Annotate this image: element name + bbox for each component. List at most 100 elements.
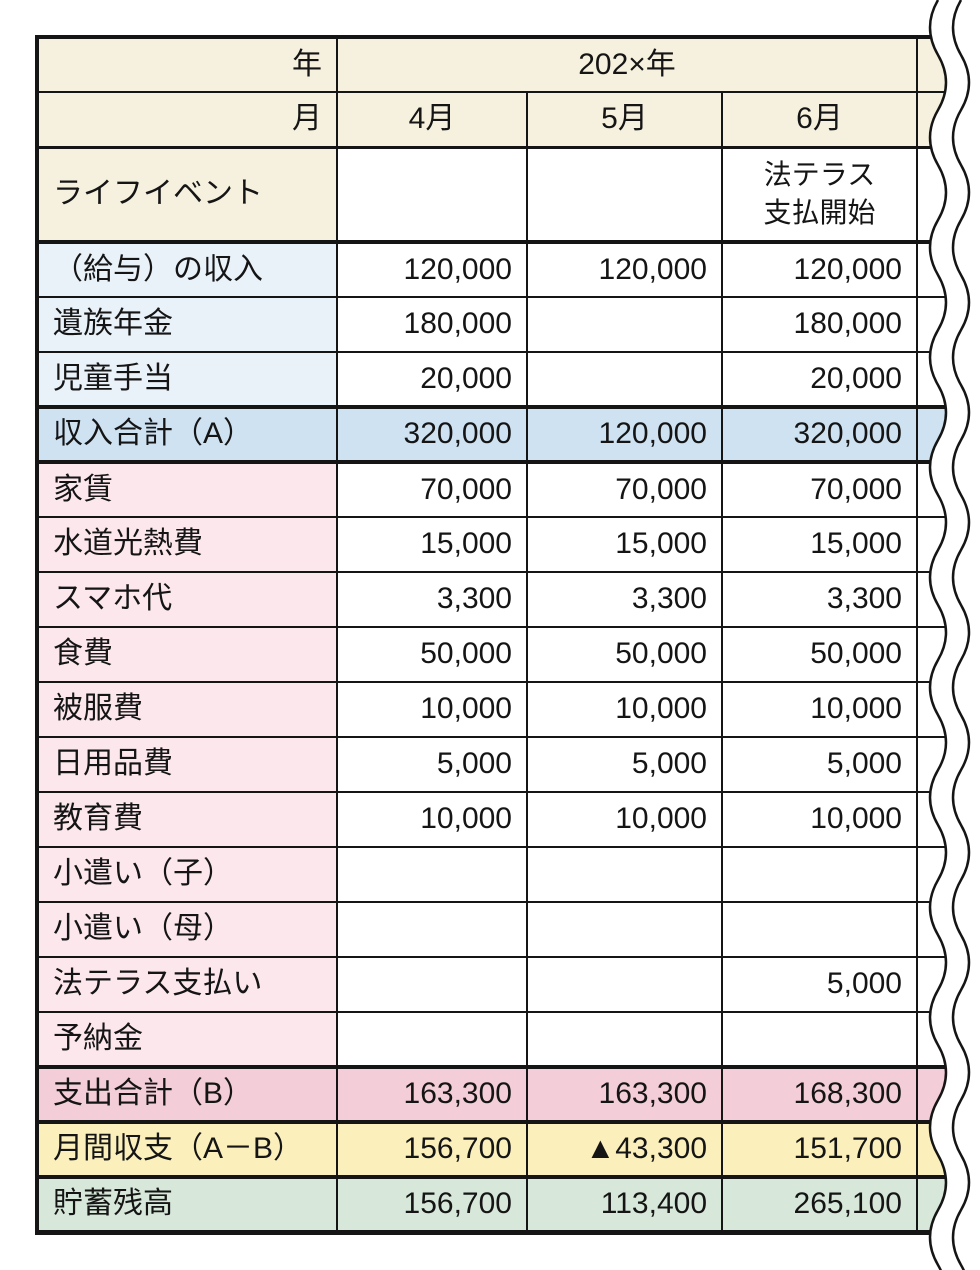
row-monthly-balance: 月間収支（A－B） 156,700 ▲43,300 151,700 [35, 1121, 947, 1179]
row-label: 小遣い（子） [35, 846, 338, 903]
row-allowance-mother: 小遣い（母） [35, 901, 947, 958]
row-houterasu-payment: 法テラス支払い 5,000 [35, 956, 947, 1013]
value-cell: 156,700 [336, 1176, 528, 1235]
life-event-label: ライフイベント [35, 146, 338, 243]
value-cell: 151,700 [721, 1121, 918, 1179]
value-cell: 156,700 [336, 1121, 528, 1179]
value-cell: 10,000 [526, 681, 723, 738]
value-cell: 50,000 [336, 626, 528, 683]
value-cell: 5,000 [721, 736, 918, 793]
value-cell: 10,000 [721, 681, 918, 738]
row-label: 法テラス支払い [35, 956, 338, 1013]
value-cell: 50,000 [721, 626, 918, 683]
value-cell: 120,000 [526, 405, 723, 464]
value-cell: 50,000 [526, 626, 723, 683]
row-smartphone: スマホ代 3,300 3,300 3,300 [35, 571, 947, 628]
row-life-event: ライフイベント 法テラス 支払開始 [35, 146, 947, 243]
month-header-label: 月 [35, 91, 338, 149]
value-cell: 3,300 [526, 571, 723, 628]
row-clothing: 被服費 10,000 10,000 10,000 [35, 681, 947, 738]
row-label: 日用品費 [35, 736, 338, 793]
torn-edge-icon [928, 0, 980, 1270]
row-label: 被服費 [35, 681, 338, 738]
value-cell: 5,000 [336, 736, 528, 793]
row-education: 教育費 10,000 10,000 10,000 [35, 791, 947, 848]
value-cell: 3,300 [336, 571, 528, 628]
value-cell: 320,000 [336, 405, 528, 464]
value-cell: 265,100 [721, 1176, 918, 1235]
row-label: 貯蓄残高 [35, 1176, 338, 1235]
value-cell: 120,000 [526, 240, 723, 298]
value-cell: 15,000 [721, 516, 918, 573]
year-header-label: 年 [35, 35, 338, 93]
life-event-may [526, 146, 723, 243]
value-cell [526, 846, 723, 903]
value-cell: 120,000 [721, 240, 918, 298]
life-event-april [336, 146, 528, 243]
row-income-total: 収入合計（A） 320,000 120,000 320,000 [35, 405, 947, 464]
value-cell: 113,400 [526, 1176, 723, 1235]
value-cell: 10,000 [336, 681, 528, 738]
row-label: 児童手当 [35, 351, 338, 408]
month-june: 6月 [721, 91, 918, 149]
value-cell: 180,000 [721, 296, 918, 353]
cashflow-table: 年 202×年 月 4月 5月 6月 ライフイベント 法テラス 支払開始 （給与… [35, 35, 947, 1235]
row-label: 小遣い（母） [35, 901, 338, 958]
value-cell [336, 901, 528, 958]
row-rent: 家賃 70,000 70,000 70,000 [35, 461, 947, 518]
value-cell: 5,000 [721, 956, 918, 1013]
row-food: 食費 50,000 50,000 50,000 [35, 626, 947, 683]
row-child-allowance: 児童手当 20,000 20,000 [35, 351, 947, 408]
value-cell: 20,000 [721, 351, 918, 408]
row-label: 支出合計（B） [35, 1065, 338, 1124]
life-event-june: 法テラス 支払開始 [721, 146, 918, 243]
value-cell: 15,000 [336, 516, 528, 573]
value-cell [526, 296, 723, 353]
row-months: 月 4月 5月 6月 [35, 91, 947, 149]
value-cell: 15,000 [526, 516, 723, 573]
row-utilities: 水道光熱費 15,000 15,000 15,000 [35, 516, 947, 573]
value-cell: 20,000 [336, 351, 528, 408]
row-label: （給与）の収入 [35, 240, 338, 298]
row-label: 水道光熱費 [35, 516, 338, 573]
row-label: 遺族年金 [35, 296, 338, 353]
value-cell: 180,000 [336, 296, 528, 353]
value-cell [721, 901, 918, 958]
value-cell: 10,000 [336, 791, 528, 848]
value-cell: 70,000 [526, 461, 723, 518]
row-label: 月間収支（A－B） [35, 1121, 338, 1179]
row-expense-total: 支出合計（B） 163,300 163,300 168,300 [35, 1065, 947, 1124]
month-may: 5月 [526, 91, 723, 149]
value-cell: 168,300 [721, 1065, 918, 1124]
value-cell [336, 846, 528, 903]
value-cell: 10,000 [721, 791, 918, 848]
year-value-cell: 202×年 [336, 35, 918, 93]
value-cell: 320,000 [721, 405, 918, 464]
row-survivor-pension: 遺族年金 180,000 180,000 [35, 296, 947, 353]
row-label: 教育費 [35, 791, 338, 848]
row-year: 年 202×年 [35, 35, 947, 93]
value-cell: 5,000 [526, 736, 723, 793]
row-salary-income: （給与）の収入 120,000 120,000 120,000 [35, 240, 947, 298]
value-cell [336, 1011, 528, 1068]
value-cell: 3,300 [721, 571, 918, 628]
value-cell: 70,000 [336, 461, 528, 518]
row-label: 予納金 [35, 1011, 338, 1068]
value-cell [336, 956, 528, 1013]
row-allowance-child: 小遣い（子） [35, 846, 947, 903]
row-deposit: 予納金 [35, 1011, 947, 1068]
row-label: スマホ代 [35, 571, 338, 628]
value-cell: 10,000 [526, 791, 723, 848]
row-savings-balance: 貯蓄残高 156,700 113,400 265,100 [35, 1176, 947, 1235]
value-cell: ▲43,300 [526, 1121, 723, 1179]
value-cell [721, 1011, 918, 1068]
value-cell: 70,000 [721, 461, 918, 518]
value-cell [721, 846, 918, 903]
value-cell [526, 1011, 723, 1068]
row-label: 収入合計（A） [35, 405, 338, 464]
value-cell: 163,300 [526, 1065, 723, 1124]
month-april: 4月 [336, 91, 528, 149]
row-label: 家賃 [35, 461, 338, 518]
row-label: 食費 [35, 626, 338, 683]
